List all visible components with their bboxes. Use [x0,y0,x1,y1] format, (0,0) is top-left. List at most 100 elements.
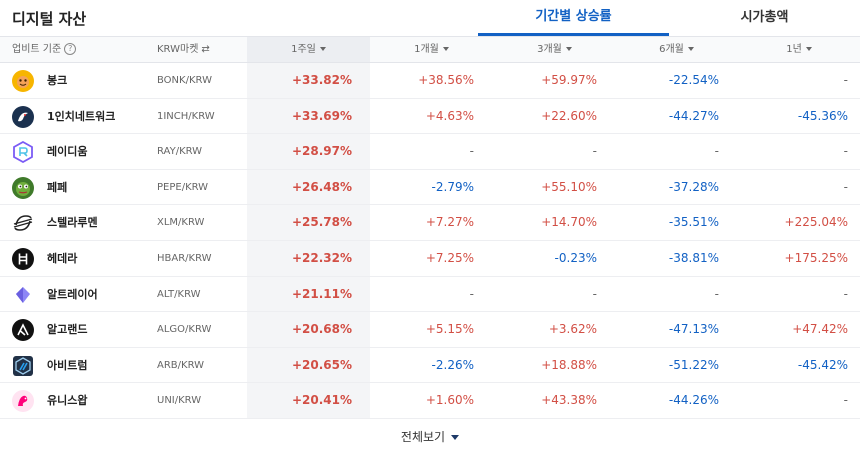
table-row[interactable]: 레이디움 RAY/KRW +28.97% - - - - [0,134,860,170]
algorand-icon [12,319,34,342]
change-1y: - [843,286,848,301]
asset-pair: ARB/KRW [157,359,205,371]
market-header-label: KRW마켓 [157,44,199,55]
change-6m: -51.22% [668,357,719,372]
table-row[interactable]: 1인치네트워크 1INCH/KRW +33.69% +4.63% +22.60%… [0,98,860,135]
market-sort-header[interactable]: KRW마켓 ⇄ [157,37,210,62]
change-1m: +5.15% [425,322,474,337]
header-6m-label: 6개월 [659,44,684,55]
asset-name: 헤데라 [47,251,78,265]
help-icon[interactable]: ? [64,43,77,55]
asset-pair: HBAR/KRW [157,252,212,264]
asset-name: 아비트럼 [47,358,88,372]
asset-pair: ALT/KRW [157,288,201,300]
table-row[interactable]: 스텔라루멘 XLM/KRW +25.78% +7.27% +14.70% -35… [0,205,860,241]
stellar-icon [13,215,33,232]
table-row[interactable]: 알고랜드 ALGO/KRW +20.68% +5.15% +3.62% -47.… [0,312,860,348]
change-3m: - [592,144,597,159]
change-1y: - [843,144,848,159]
change-1w: +28.97% [291,144,352,159]
change-1y: +225.04% [784,215,848,230]
asset-name: 스텔라루멘 [47,216,98,230]
basis-label: 업비트 기준 [12,44,62,55]
sort-header-1m[interactable]: 1개월 [370,37,493,62]
asset-name: 알고랜드 [47,323,88,337]
header-1y-label: 1년 [786,44,802,55]
change-1m: +7.27% [425,215,474,230]
change-1m: -2.26% [431,357,474,372]
header-1m-label: 1개월 [414,44,439,55]
change-1m: +4.63% [425,108,474,123]
change-6m: -44.27% [668,108,719,123]
caret-down-icon [442,47,449,51]
page-title: 디지털 자산 [12,10,87,28]
sort-header-1y[interactable]: 1년 [738,37,860,62]
asset-name: 봉크 [47,74,68,87]
sort-header-3m[interactable]: 3개월 [493,37,616,62]
change-6m: - [714,286,719,301]
change-3m: +22.60% [541,108,597,123]
uniswap-icon [12,390,34,413]
caret-down-icon [451,435,460,440]
table-row[interactable]: 유니스왑 UNI/KRW +20.41% +1.60% +43.38% -44.… [0,383,860,419]
change-3m: +14.70% [541,215,597,230]
raydium-icon [13,141,33,164]
change-6m: -22.54% [668,73,719,87]
change-6m: -47.13% [668,322,719,337]
change-1w: +26.48% [291,179,352,194]
change-3m: +59.97% [541,73,597,87]
change-3m: +18.88% [541,357,597,372]
change-3m: - [592,286,597,301]
table-row[interactable]: 알트레이어 ALT/KRW +21.11% - - - - [0,276,860,313]
change-1w: +25.78% [291,215,352,230]
tab-period-gain[interactable]: 기간별 상승률 [478,0,669,36]
view-all-label: 전체보기 [400,430,446,444]
sort-header-6m[interactable]: 6개월 [615,37,738,62]
table-row[interactable]: 아비트럼 ARB/KRW +20.65% -2.26% +18.88% -51.… [0,347,860,384]
view-all-button[interactable]: 전체보기 [0,420,860,454]
change-1y: +175.25% [784,250,848,265]
change-3m: +3.62% [548,322,597,337]
hedera-icon [12,247,34,270]
asset-name: 페페 [47,180,68,194]
sort-header-1w[interactable]: 1주일 [247,37,370,62]
change-1m: +1.60% [425,393,474,408]
asset-pair: 1INCH/KRW [157,110,215,122]
tab-market-cap[interactable]: 시가총액 [740,10,789,25]
change-6m: -38.81% [668,250,719,265]
asset-pair: UNI/KRW [157,395,202,407]
change-1w: +33.82% [291,73,352,87]
change-1y: - [843,393,848,408]
change-1w: +20.68% [291,322,352,337]
asset-pair: RAY/KRW [157,146,203,158]
header-3m-label: 3개월 [537,44,562,55]
change-1w: +33.69% [291,108,352,123]
asset-name: 유니스왑 [47,394,88,408]
table-row[interactable]: 헤데라 HBAR/KRW +22.32% +7.25% -0.23% -38.8… [0,240,860,277]
caret-down-icon [687,47,694,51]
change-1w: +20.41% [291,393,352,408]
caret-down-icon [805,47,812,51]
change-3m: +55.10% [541,179,597,194]
change-1m: - [469,286,474,301]
change-6m: -44.26% [668,393,719,408]
table-row[interactable]: 봉크 BONK/KRW +33.82% +38.56% +59.97% -22.… [0,63,860,99]
selected-column-highlight [247,37,370,62]
change-6m: -37.28% [668,179,719,194]
change-1y: - [843,179,848,194]
sort-toggle-icon: ⇄ [201,44,210,55]
header-1w-label: 1주일 [291,44,316,55]
1inch-icon [12,105,34,128]
asset-name: 레이디움 [47,145,88,159]
pepe-icon [12,176,34,199]
arbitrum-icon [13,355,33,376]
asset-pair: PEPE/KRW [157,181,209,193]
change-1y: - [843,73,848,87]
table-row[interactable]: 페페 PEPE/KRW +26.48% -2.79% +55.10% -37.2… [0,169,860,206]
change-6m: -35.51% [668,215,719,230]
asset-name: 알트레이어 [47,287,98,301]
caret-down-icon [565,47,572,51]
column-header-row: 업비트 기준? KRW마켓 ⇄ 1주일 1개월 3개월 6개월 1년 [0,36,860,63]
change-1m: +7.25% [425,250,474,265]
caret-down-icon [319,47,326,51]
